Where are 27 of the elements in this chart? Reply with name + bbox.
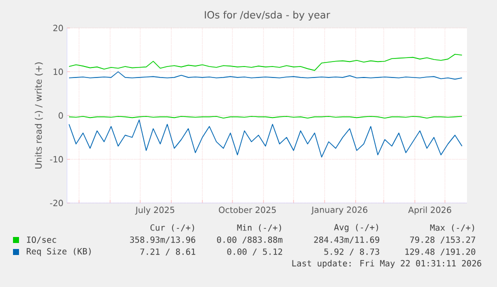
- x-tick-label: January 2026: [311, 206, 368, 215]
- y-tick-label: 0: [58, 112, 63, 119]
- text: Cur (-/+): [150, 224, 194, 232]
- x-tick-label: April 2026: [408, 206, 452, 215]
- text: 0.00 / 5.12: [227, 248, 282, 256]
- chart-title: IOs for /dev/sda - by year: [204, 10, 330, 21]
- y-tick-label: 10: [54, 68, 63, 75]
- text: 5.92 / 8.73: [324, 248, 380, 256]
- y-tick-label: -10: [50, 156, 63, 162]
- text: Avg (-/+): [334, 224, 378, 232]
- line-series: [68, 54, 462, 71]
- y-tick-label: 20: [53, 24, 63, 32]
- x-tick-label: October 2025: [218, 206, 276, 214]
- x-tick-label: July 2025: [135, 206, 174, 215]
- legend-label: IO/sec: [27, 236, 56, 244]
- text: 79.28 /153.27: [410, 236, 476, 244]
- y-tick-label: -20: [50, 200, 63, 206]
- text: 129.48 /191.20: [405, 248, 476, 256]
- legend-label: Req Size (KB): [26, 248, 91, 256]
- text: Max (-/+): [430, 224, 474, 232]
- text: 7.21 / 8.61: [140, 248, 196, 256]
- text: Min (-/+): [237, 224, 282, 232]
- text: Last update: Fri May 22 01:31:11 2026: [292, 260, 482, 268]
- text: 284.43m/11.69: [314, 236, 380, 244]
- text: 0.00 /883.88m: [217, 236, 282, 244]
- text: 358.93m/13.96: [130, 236, 196, 244]
- y-axis-title: Units read (-) / write (+): [34, 62, 43, 169]
